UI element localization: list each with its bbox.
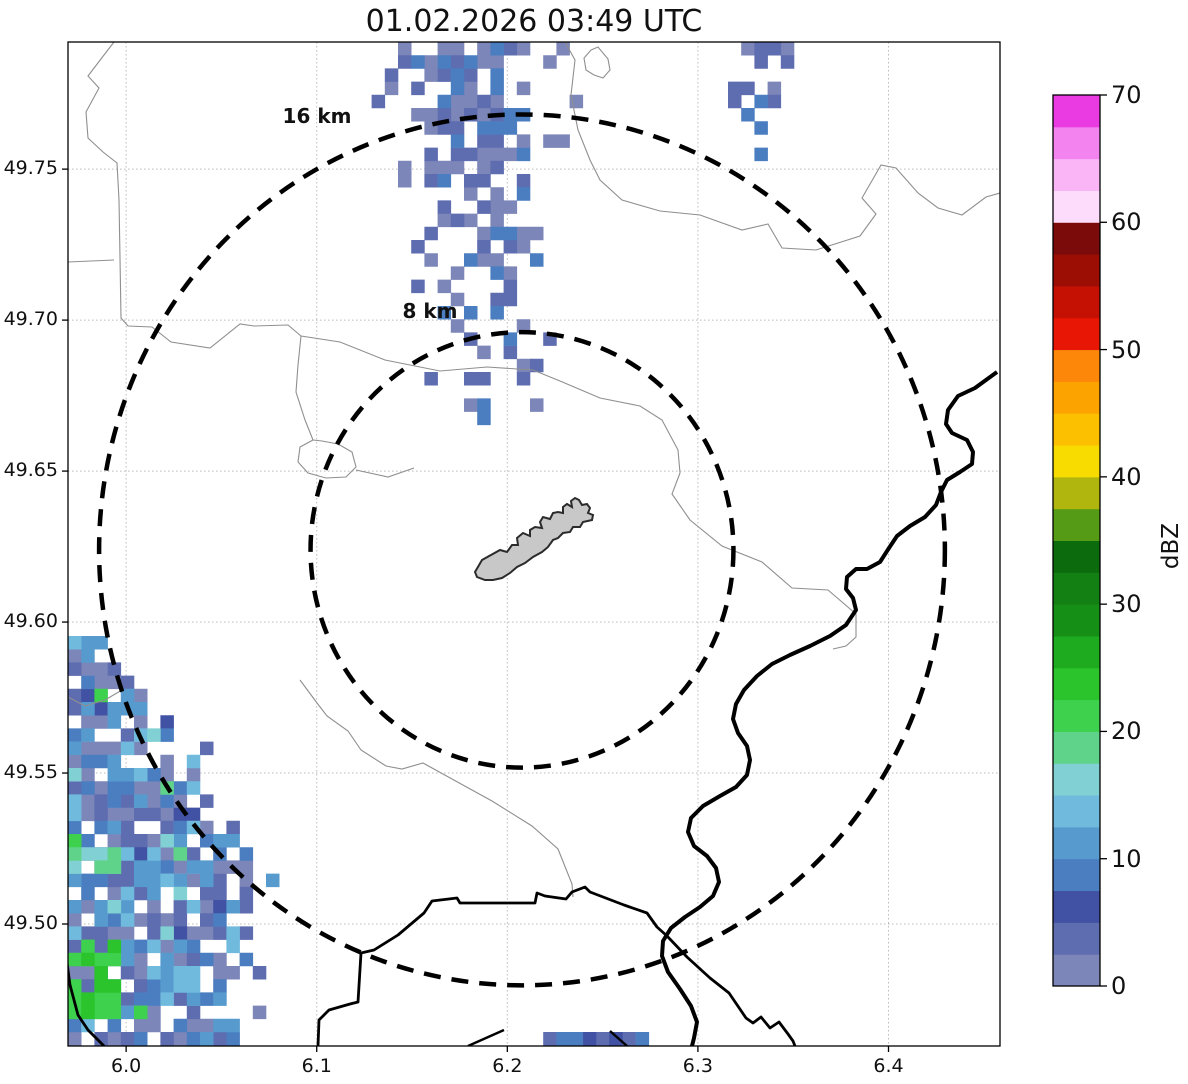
y-tick-label: 49.65 <box>3 459 58 482</box>
x-tick-label: 6.1 <box>301 1055 332 1077</box>
admin-boundary-line <box>68 689 123 707</box>
admin-boundary-line <box>583 46 611 79</box>
colorbar-band <box>1053 508 1100 541</box>
range-ring-8km <box>308 329 736 770</box>
colorbar-band <box>1053 731 1100 764</box>
radar-cells-mint-patch <box>68 847 108 874</box>
radar-cells-southwest-mass <box>68 636 240 1033</box>
admin-boundary-line <box>85 42 302 349</box>
y-tick-label: 49.60 <box>3 610 58 633</box>
colorbar-band <box>1053 604 1100 637</box>
colorbar-tick-label: 60 <box>1111 208 1142 237</box>
airport-outline <box>473 496 595 581</box>
colorbar-band <box>1053 795 1100 828</box>
colorbar-band <box>1053 317 1100 351</box>
radar-cells-south-center-block <box>556 1032 650 1046</box>
y-tick-label: 49.50 <box>3 912 58 934</box>
colorbar-band <box>1053 476 1100 510</box>
admin-boundary-line <box>564 42 1000 251</box>
colorbar-tick-label: 30 <box>1111 590 1142 619</box>
admin-boundary-line <box>297 439 357 479</box>
colorbar-band <box>1053 858 1100 892</box>
colorbar-band <box>1053 540 1100 573</box>
admin-boundary-line <box>295 335 314 441</box>
y-tick-label: 49.75 <box>3 157 58 180</box>
national-border-line <box>660 370 999 1046</box>
radar-cells-southwest-mass <box>68 728 188 967</box>
national-border-line <box>609 1030 628 1046</box>
national-border-line <box>316 885 797 1046</box>
colorbar-frame <box>1052 94 1101 987</box>
colorbar-band <box>1053 667 1100 701</box>
colorbar-band <box>1053 413 1100 446</box>
colorbar-band <box>1053 381 1100 414</box>
radar-cells-green-left-strip <box>68 939 122 1020</box>
colorbar-band <box>1053 445 1100 478</box>
x-tick-label: 6.3 <box>682 1055 714 1077</box>
colorbar-band <box>1053 826 1100 860</box>
admin-boundary-line <box>355 467 415 478</box>
range-ring-label-8km: 8 km <box>402 299 458 323</box>
radar-cells-northeast-strip <box>728 42 795 109</box>
admin-boundary-line <box>300 335 857 650</box>
y-tick-label: 49.55 <box>3 761 58 784</box>
admin-boundary-line <box>68 259 115 263</box>
colorbar-band <box>1053 95 1100 128</box>
colorbar-tick-label: 10 <box>1111 844 1142 873</box>
colorbar-tick-label: 70 <box>1111 81 1142 109</box>
range-ring-label-16km: 16 km <box>282 104 352 128</box>
national-border-line <box>467 1028 505 1046</box>
radar-cells-north-plume <box>411 42 544 426</box>
radar-cells-south-center-block <box>582 1032 623 1046</box>
plot-area <box>68 42 1000 1046</box>
colorbar-band <box>1053 572 1100 605</box>
colorbar-band <box>1053 190 1100 223</box>
x-tick-label: 6.2 <box>492 1055 523 1077</box>
precipitation-cells <box>68 42 795 1046</box>
colorbar-axis-label: dBZ <box>1158 522 1184 570</box>
radar-cells-northeast-strip <box>741 94 768 162</box>
colorbar-band <box>1053 699 1100 732</box>
x-tick-label: 6.4 <box>873 1055 904 1077</box>
colorbar-tick-label: 40 <box>1111 462 1142 491</box>
radar-cells-north-plume <box>384 42 584 412</box>
range-ring-16km <box>96 112 948 988</box>
colorbar-band <box>1053 635 1100 669</box>
colorbar-band <box>1053 954 1100 987</box>
figure-title: 01.02.2026 03:49 UTC <box>365 4 703 39</box>
colorbar-band <box>1053 349 1100 382</box>
colorbar-band <box>1053 158 1100 191</box>
colorbar-tick-label: 50 <box>1111 335 1142 364</box>
colorbar-band <box>1053 254 1100 287</box>
admin-boundary-line <box>299 679 574 898</box>
colorbar-band <box>1053 763 1100 796</box>
colorbar-band <box>1053 126 1100 160</box>
colorbar-tick-label: 0 <box>1111 972 1127 1000</box>
y-tick-label: 49.70 <box>3 308 58 331</box>
colorbar-band <box>1053 285 1100 319</box>
colorbar-band <box>1053 222 1100 255</box>
x-tick-label: 6.0 <box>111 1055 142 1077</box>
colorbar-band <box>1053 922 1100 955</box>
colorbar-band <box>1053 890 1100 923</box>
radar-cells-mint-patch <box>68 847 122 874</box>
radar-cells-north-plume <box>371 42 557 386</box>
colorbar-tick-label: 20 <box>1111 717 1142 746</box>
plot-frame <box>67 41 1001 1047</box>
